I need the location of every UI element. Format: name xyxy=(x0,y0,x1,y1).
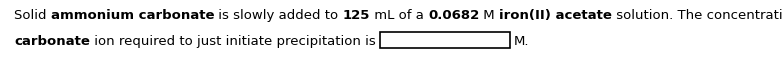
Text: M: M xyxy=(479,9,500,22)
Text: 125: 125 xyxy=(343,9,370,22)
Text: solution. The concentration of: solution. The concentration of xyxy=(612,9,783,22)
Text: M.: M. xyxy=(514,35,529,48)
Text: mL of a: mL of a xyxy=(370,9,428,22)
Text: carbonate: carbonate xyxy=(14,35,90,48)
Text: ammonium carbonate: ammonium carbonate xyxy=(51,9,215,22)
Text: Solid: Solid xyxy=(14,9,51,22)
Text: ion required to just initiate precipitation is: ion required to just initiate precipitat… xyxy=(90,35,380,48)
Bar xyxy=(380,32,510,48)
Text: 0.0682: 0.0682 xyxy=(428,9,479,22)
Text: is slowly added to: is slowly added to xyxy=(215,9,343,22)
Text: iron(II) acetate: iron(II) acetate xyxy=(500,9,612,22)
